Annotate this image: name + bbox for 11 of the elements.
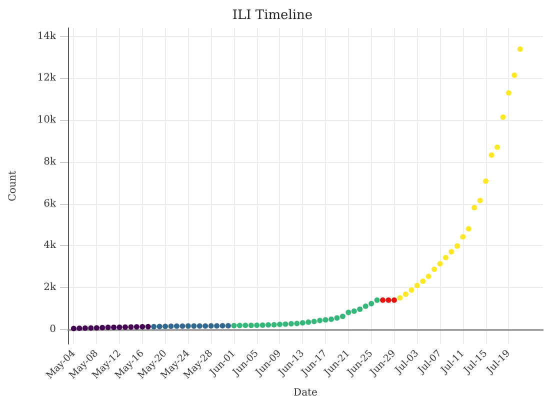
y-tick-label: 8k xyxy=(44,156,57,168)
y-axis-title: Count xyxy=(8,170,18,202)
y-tick-label: 10k xyxy=(37,114,57,126)
y-tick-label: 12k xyxy=(37,72,57,84)
y-tick-label: 2k xyxy=(44,282,57,293)
x-axis-title: Date xyxy=(294,388,318,398)
y-tick-label: 6k xyxy=(44,198,57,210)
y-tick-label: 4k xyxy=(44,240,57,252)
chart-title: ILI Timeline xyxy=(232,8,313,23)
y-tick-label: 14k xyxy=(37,30,57,42)
y-tick-label: 0 xyxy=(50,324,56,335)
